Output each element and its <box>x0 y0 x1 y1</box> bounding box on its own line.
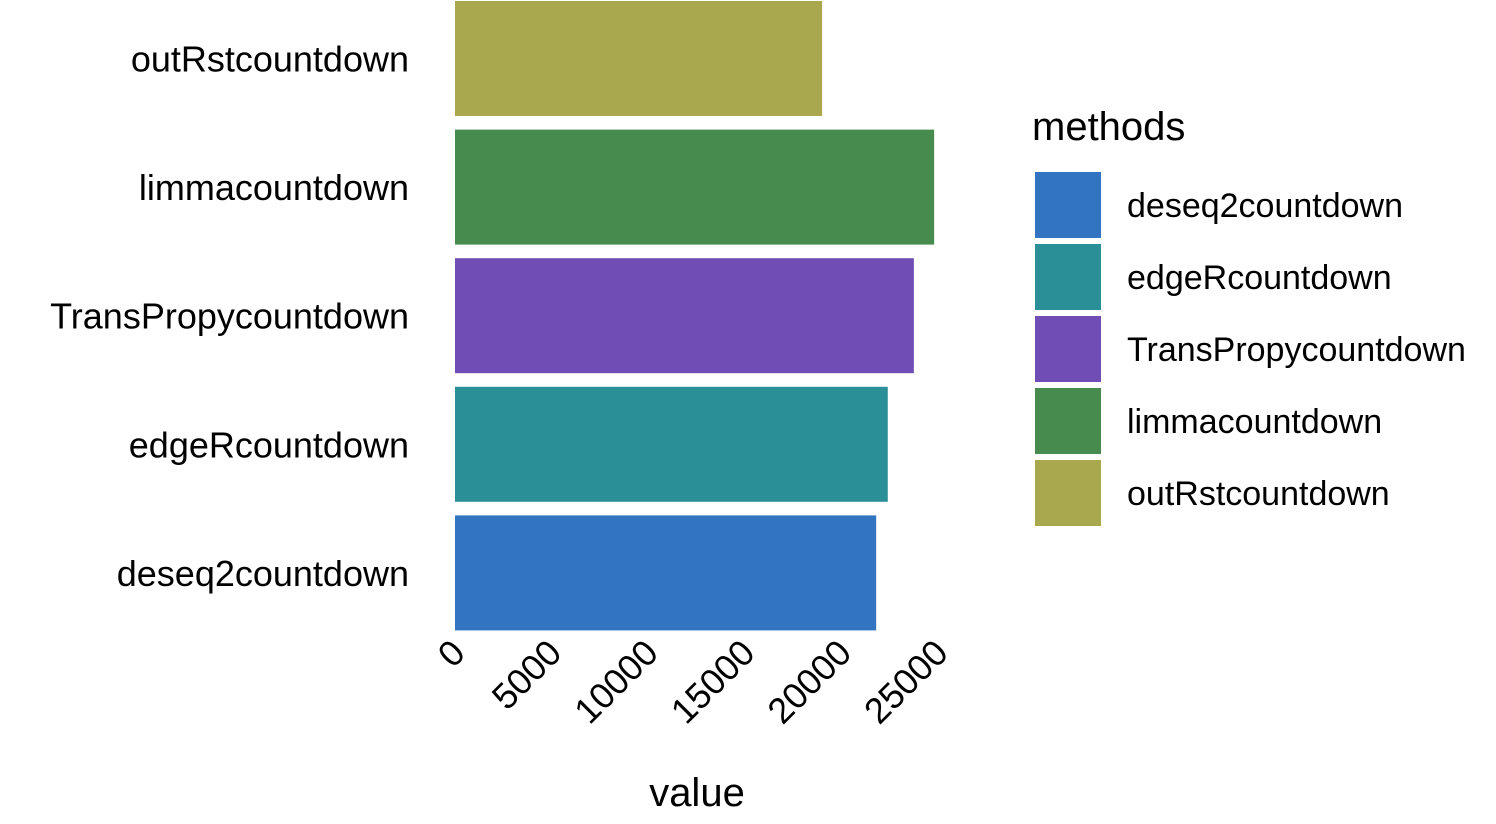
legend: methods deseq2countdown edgeRcountdown Tra… <box>1032 105 1466 526</box>
legend-key-limmacountdown <box>1035 388 1101 454</box>
category-labels: deseq2countdown edgeRcountdown TransPropyc… <box>50 39 409 594</box>
x-tick-label: 15000 <box>663 632 763 732</box>
category-label: edgeRcountdown <box>129 424 409 465</box>
bar-deseq2countdown <box>455 515 877 631</box>
bar-TransPropycountdown <box>455 258 914 374</box>
legend-label: edgeRcountdown <box>1127 259 1392 297</box>
x-tick-label: 25000 <box>856 632 956 732</box>
x-tick-label: 5000 <box>484 632 570 718</box>
legend-label: limmacountdown <box>1127 403 1382 441</box>
legend-label: outRstcountdown <box>1127 475 1390 513</box>
x-tick-label: 20000 <box>759 632 859 732</box>
bar-edgeRcountdown <box>455 386 888 502</box>
category-label: TransPropycountdown <box>50 296 409 337</box>
legend-title: methods <box>1032 105 1185 149</box>
category-label: limmacountdown <box>139 167 409 208</box>
legend-key-edgeRcountdown <box>1035 244 1101 310</box>
legend-key-deseq2countdown <box>1035 172 1101 238</box>
x-tick-label: 0 <box>430 632 473 675</box>
legend-label: deseq2countdown <box>1127 187 1403 225</box>
x-tick-label: 10000 <box>566 632 666 732</box>
legend-items: deseq2countdown edgeRcountdown TransPropyc… <box>1035 172 1466 526</box>
category-label: outRstcountdown <box>131 39 409 80</box>
bars-group <box>455 1 935 631</box>
category-label: deseq2countdown <box>117 553 409 594</box>
bar-limmacountdown <box>455 129 935 245</box>
bar-outRstcountdown <box>455 1 823 116</box>
legend-label: TransPropycountdown <box>1127 331 1466 369</box>
legend-key-TransPropycountdown <box>1035 316 1101 382</box>
x-axis-title: value <box>649 771 745 815</box>
legend-key-outRstcountdown <box>1035 460 1101 526</box>
